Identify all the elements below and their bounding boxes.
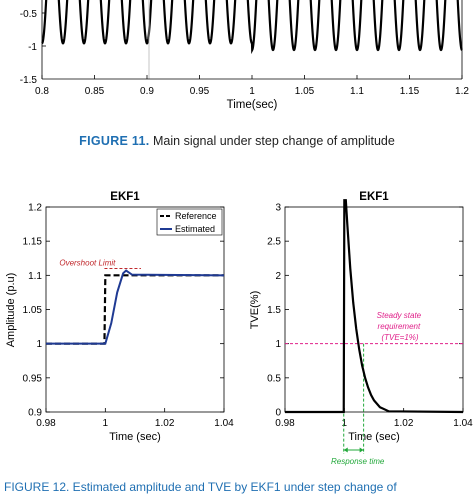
amp-x-ticks: 0.98 1 1.02 1.04 <box>36 408 234 429</box>
fig11-xtick-label: 1.2 <box>455 86 469 97</box>
amp-ylabel: Amplitude (p.u) <box>5 273 17 348</box>
fig11-x-ticks: 0.8 0.85 0.9 0.95 1 1.05 1.1 1.15 1.2 <box>35 75 469 97</box>
tve-ytick-label: 1 <box>275 339 281 350</box>
tve-ytick-label: 3 <box>275 203 281 214</box>
tve-xtick-label: 1 <box>342 418 348 429</box>
steady-state-label-line2: requirement <box>378 322 421 331</box>
tve-xtick-label: 1.02 <box>394 418 414 429</box>
tve-y-ticks: 0 0.5 1 1.5 2 2.5 3 <box>267 203 463 419</box>
amp-ytick-label: 1.05 <box>23 305 43 316</box>
tve-xtick-label: 0.98 <box>275 418 295 429</box>
figure11-caption: FIGURE 11. Main signal under step change… <box>0 134 474 148</box>
amp-xtick-label: 0.98 <box>36 418 56 429</box>
fig12-amplitude-chart: EKF1 0.9 0.95 1 1.05 1.1 1.15 1.2 0.98 1 1.02 1.0… <box>5 191 234 443</box>
fig11-xtick-label: 1 <box>249 86 255 97</box>
tve-panel-title: EKF1 <box>359 191 389 203</box>
response-time-arrowhead-right <box>359 447 364 453</box>
figure11-caption-text: Main signal under step change of amplitu… <box>153 134 395 148</box>
fig11-ytick-label: -0.5 <box>20 9 38 20</box>
fig11-xtick-label: 0.8 <box>35 86 49 97</box>
reference-series-line <box>46 274 224 345</box>
amp-xtick-label: 1 <box>103 418 109 429</box>
fig11-xtick-label: 1.05 <box>295 86 315 97</box>
tve-ytick-label: 1.5 <box>267 305 281 316</box>
fig11-xtick-label: 0.85 <box>85 86 105 97</box>
amp-ytick-label: 1.1 <box>28 271 42 282</box>
legend-estimated-label: Estimated <box>175 224 215 234</box>
steady-state-label: Steady state requirement (TVE=1%) <box>377 311 424 342</box>
fig11-ytick-label: -1 <box>28 42 37 53</box>
amp-xtick-label: 1.02 <box>155 418 175 429</box>
amp-plot-area <box>45 206 225 413</box>
amp-xlabel: Time (sec) <box>109 431 161 443</box>
fig11-xtick-label: 1.15 <box>400 86 420 97</box>
fig11-xtick-label: 0.95 <box>190 86 210 97</box>
fig11-xlabel: Time(sec) <box>227 99 278 111</box>
amp-ytick-label: 1.15 <box>23 237 43 248</box>
tve-ytick-label: 0.5 <box>267 373 281 384</box>
fig11-xtick-label: 0.9 <box>140 86 154 97</box>
steady-state-label-line3: (TVE=1%) <box>381 333 418 342</box>
tve-ytick-label: 2.5 <box>267 237 281 248</box>
tve-ytick-label: 0 <box>275 408 281 419</box>
estimated-series-line <box>46 269 225 345</box>
amp-y-ticks: 0.9 0.95 1 1.05 1.1 1.15 1.2 <box>23 203 224 419</box>
fig11-chart: -0.5 -1 -1.5 0.8 0.85 0.9 0.95 1 1.05 1.1 1.15 1… <box>20 0 469 111</box>
legend-reference-label: Reference <box>175 211 217 221</box>
figure11-label: FIGURE 11. <box>79 134 150 148</box>
fig11-signal-line <box>41 0 463 55</box>
tve-ylabel: TVE(%) <box>249 291 261 330</box>
tve-series-line <box>285 199 464 414</box>
amp-xtick-label: 1.04 <box>214 418 234 429</box>
tve-plot-area <box>284 206 464 413</box>
steady-state-label-line1: Steady state <box>377 311 422 320</box>
amp-ytick-label: 1.2 <box>28 203 42 214</box>
figure12-caption: FIGURE 12. Estimated amplitude and TVE b… <box>4 480 397 494</box>
response-time-label: Response time <box>331 457 385 466</box>
tve-xlabel: Time (sec) <box>348 431 400 443</box>
amp-legend: Reference Estimated <box>156 208 223 236</box>
fig11-y-ticks: -0.5 -1 -1.5 <box>20 9 46 86</box>
fig12-tve-chart: EKF1 00.511.522.53 0.98 1 1.02 1.04 TVE(%) … <box>249 191 473 466</box>
tve-ytick-label: 2 <box>275 271 281 282</box>
fig11-ytick-label: -1.5 <box>20 75 38 86</box>
amp-ytick-label: 1 <box>36 339 42 350</box>
response-time-arrowhead-left <box>343 447 348 453</box>
amp-panel-title: EKF1 <box>110 191 140 203</box>
fig11-xtick-label: 1.1 <box>350 86 364 97</box>
amp-ytick-label: 0.9 <box>28 408 42 419</box>
overshoot-limit-label: Overshoot Limit <box>59 259 116 268</box>
amp-ytick-label: 0.95 <box>23 373 43 384</box>
tve-xtick-label: 1.04 <box>453 418 473 429</box>
